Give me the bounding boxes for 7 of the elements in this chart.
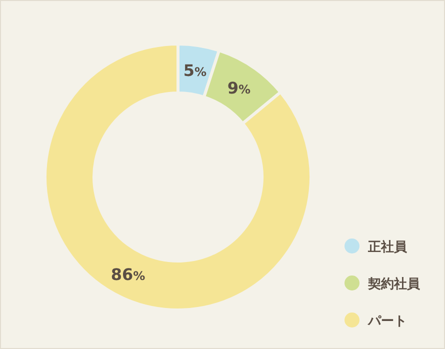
data-label: 86% (110, 265, 146, 284)
donut-slice (44, 42, 312, 312)
legend-label: パート (367, 314, 407, 329)
data-label: 9% (227, 78, 251, 98)
legend-label: 契約社員 (367, 276, 421, 292)
data-label: 5% (183, 60, 207, 80)
legend-label: 正社員 (367, 239, 408, 255)
